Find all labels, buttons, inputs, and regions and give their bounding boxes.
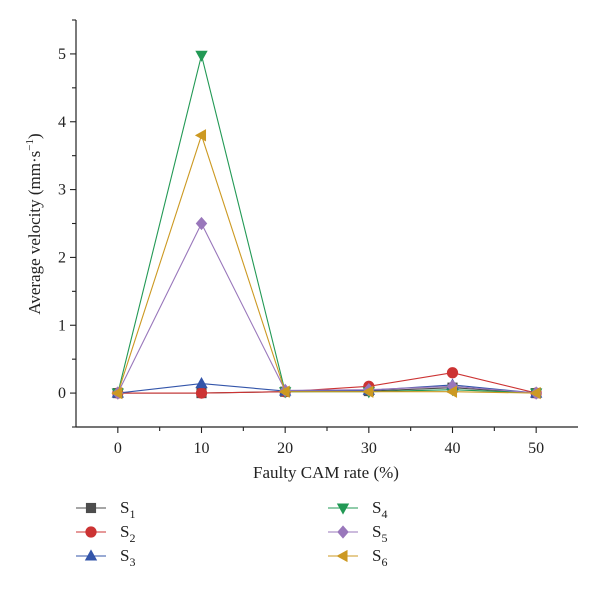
y-axis-title-tail: ) (25, 133, 44, 139)
data-point (446, 367, 459, 379)
y-tick-label: 0 (58, 385, 66, 402)
data-point (195, 216, 208, 231)
y-axis-title-sup: −1 (24, 139, 36, 151)
series-s4 (111, 50, 543, 400)
legend-marker (85, 502, 97, 514)
data-point (195, 50, 208, 62)
legend-item-s5: S5 (328, 522, 387, 545)
legend-marker (84, 549, 98, 561)
y-tick-label: 1 (58, 317, 66, 334)
series-line (117, 55, 537, 394)
series-line (117, 222, 537, 394)
legend-item-s3: S3 (76, 546, 135, 569)
x-axis-title: Faulty CAM rate (%) (253, 463, 399, 482)
x-tick-label: 50 (528, 440, 544, 457)
data-point (278, 385, 290, 398)
series-s2 (112, 367, 542, 399)
legend-item-s4: S4 (328, 498, 387, 521)
series-line (117, 383, 537, 394)
legend-label: S1 (120, 498, 135, 521)
y-tick-label: 3 (58, 182, 66, 199)
data-point (445, 385, 458, 398)
x-tick-label: 40 (445, 440, 461, 457)
x-tick-label: 30 (361, 440, 377, 457)
legend-label: S6 (372, 546, 387, 569)
legend-marker (337, 525, 349, 539)
axes: 0 10 20 30 40 50 0 1 2 3 4 5 (58, 19, 578, 457)
series-line (117, 372, 537, 394)
x-tick-label: 10 (194, 440, 210, 457)
series-s3 (111, 376, 543, 398)
data-point (195, 387, 208, 399)
legend-item-s6: S6 (328, 546, 387, 569)
data-point (194, 129, 207, 142)
y-tick-label: 5 (58, 46, 66, 63)
legend-item-s2: S2 (76, 522, 135, 545)
series-s6 (111, 129, 541, 400)
data-point (111, 386, 123, 400)
legend-marker (85, 526, 97, 538)
legend-marker (336, 503, 350, 515)
data-point (362, 385, 374, 398)
legend-label: S4 (372, 498, 387, 521)
legend-label: S2 (120, 522, 135, 545)
series-layer (111, 50, 543, 400)
data-point (529, 386, 541, 400)
legend-item-s1: S1 (76, 498, 135, 521)
y-tick-label: 2 (58, 249, 66, 266)
legend-marker (336, 549, 348, 563)
x-tick-label: 20 (277, 440, 293, 457)
y-tick-label: 4 (58, 114, 66, 131)
y-axis-title: Average velocity (mm·s−1) (24, 133, 44, 314)
series-line (117, 133, 537, 394)
x-tick-label: 0 (114, 440, 122, 457)
data-point (195, 376, 208, 389)
y-axis-title-main: Average velocity (mm·s (25, 151, 44, 315)
legend-label: S3 (120, 546, 135, 569)
series-s5 (112, 216, 542, 400)
legend-label: S5 (372, 522, 387, 545)
